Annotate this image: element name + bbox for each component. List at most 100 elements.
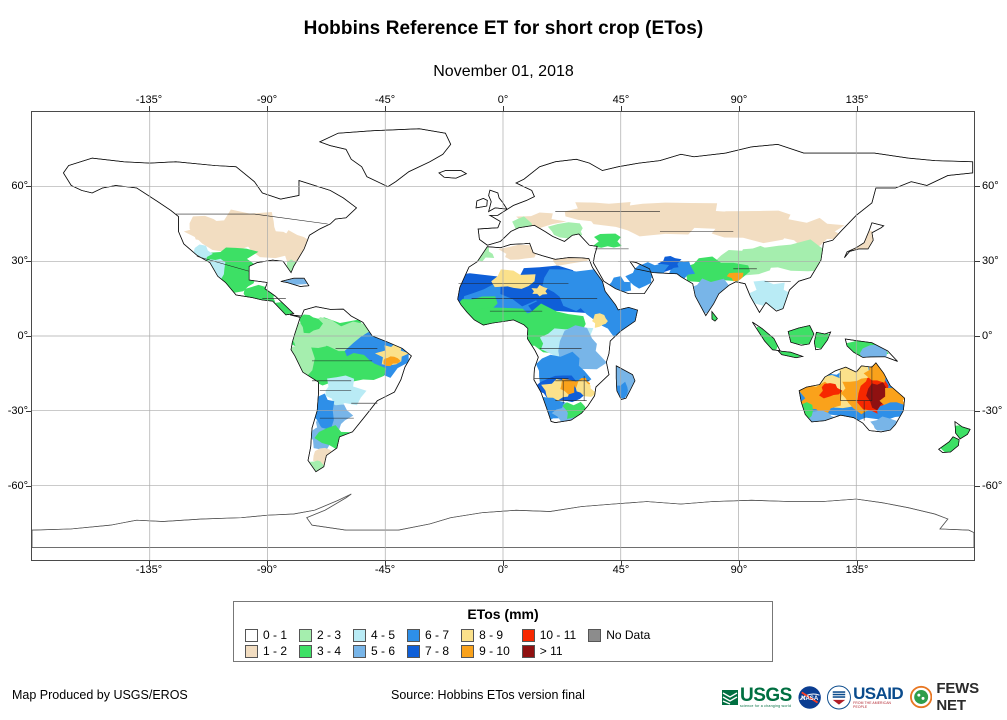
x-tick-label: -135°: [135, 94, 163, 106]
x-tick-label: 135°: [845, 564, 869, 576]
legend-swatch: [588, 628, 602, 642]
fewsnet-wordmark: FEWS NET: [936, 680, 979, 714]
usgs-tagline: science for a changing world: [740, 703, 792, 708]
x-tick-mark: [621, 561, 622, 566]
map-region-fill: [799, 362, 905, 432]
map-coastline: [254, 213, 328, 225]
x-tick-mark: [503, 106, 504, 111]
fewsnet-globe-icon: [910, 685, 933, 709]
legend-item: 7 - 8: [407, 643, 449, 659]
x-tick-label: 45°: [612, 94, 630, 106]
map-value-region: [799, 402, 814, 421]
map-value-region: [711, 210, 798, 244]
y-tick-label: -60°: [7, 480, 28, 492]
y-tick-mark: [26, 186, 31, 187]
x-tick-mark: [503, 561, 504, 566]
map-value-region: [189, 215, 236, 242]
legend-item: 10 - 11: [521, 627, 577, 643]
map-landmass: [752, 321, 781, 352]
legend-swatch: [245, 644, 258, 658]
map-value-region: [592, 313, 608, 328]
map-landmass: [318, 128, 452, 188]
map-landmass: [813, 331, 832, 351]
legend-item: 9 - 10: [461, 643, 510, 659]
x-tick-mark: [621, 106, 622, 111]
map-region-fill: [954, 425, 971, 439]
legend-label: 5 - 6: [371, 643, 396, 658]
map-value-region: [299, 314, 323, 334]
usgs-wave-icon: [722, 689, 738, 705]
legend-swatch: [521, 628, 535, 642]
map-landmass: [280, 277, 310, 287]
usgs-wordmark: USGS: [740, 684, 792, 706]
map-landmass: [798, 362, 906, 433]
x-tick-mark: [857, 561, 858, 566]
y-tick-label: -30°: [7, 405, 28, 417]
y-tick-mark: [975, 411, 980, 412]
map-landmass: [615, 365, 636, 400]
map-value-region: [325, 375, 367, 409]
map-value-region: [542, 268, 612, 312]
usaid-wordmark: USAID: [853, 683, 904, 703]
x-tick-label: 135°: [845, 94, 869, 106]
map-value-region: [607, 276, 632, 296]
legend-swatch: [353, 628, 367, 642]
legend-item: 8 - 9: [461, 627, 510, 643]
map-value-region: [592, 233, 622, 248]
map-landmass: [488, 189, 508, 213]
legend-swatch: [353, 644, 367, 658]
map-landmass: [844, 338, 898, 362]
logo-bar: USGS science for a changing world NASA U…: [722, 680, 1007, 714]
y-tick-mark: [975, 186, 980, 187]
legend-item: 6 - 7: [407, 627, 449, 643]
map-value-region: [714, 245, 790, 276]
map-value-region: [547, 222, 583, 239]
x-tick-mark: [267, 106, 268, 111]
nasa-logo: NASA: [798, 685, 821, 709]
map-value-region: [491, 269, 536, 289]
map-coastline: [196, 256, 250, 272]
map-value-region: [531, 284, 548, 297]
y-tick-label: 60°: [11, 180, 28, 192]
fewsnet-logo: FEWS NET: [910, 680, 1007, 714]
map-landmass: [787, 325, 815, 346]
map-frame[interactable]: [31, 111, 975, 561]
world-map-raster[interactable]: [32, 112, 974, 560]
footer-credit: Map Produced by USGS/EROS: [12, 688, 188, 702]
map-value-region: [575, 379, 597, 397]
x-tick-label: -90°: [256, 564, 278, 576]
y-tick-mark: [975, 261, 980, 262]
map-landmass: [711, 310, 718, 322]
y-tick-mark: [975, 486, 980, 487]
legend-swatch: [461, 644, 475, 658]
legend-label: 4 - 5: [371, 627, 396, 642]
legend-swatch: [299, 628, 313, 642]
usaid-seal-icon: [827, 685, 852, 709]
legend-item: 4 - 5: [353, 627, 395, 643]
map-value-region: [870, 416, 898, 432]
map-value-region: [673, 256, 751, 286]
map-value-region: [774, 217, 850, 248]
x-tick-mark: [385, 106, 386, 111]
map-region-fill: [752, 324, 781, 351]
x-tick-label: 0°: [497, 564, 509, 576]
y-tick-label: 60°: [982, 180, 999, 192]
legend-label: 10 - 11: [539, 627, 577, 642]
legend-label: 8 - 9: [479, 627, 504, 642]
map-landmass: [457, 242, 638, 423]
map-landmass: [844, 222, 885, 258]
map-value-region: [657, 255, 682, 273]
x-tick-label: -45°: [374, 564, 396, 576]
map-value-region: [498, 244, 537, 260]
legend-swatch: [299, 644, 313, 658]
map-landmass: [954, 420, 971, 440]
map-landmass: [290, 306, 412, 473]
y-tick-mark: [26, 486, 31, 487]
map-landmass: [777, 350, 804, 359]
x-tick-label: 90°: [730, 564, 748, 576]
y-tick-mark: [975, 336, 980, 337]
legend-label: 2 - 3: [317, 627, 342, 642]
map-value-region: [807, 410, 838, 425]
x-tick-mark: [739, 106, 740, 111]
legend-swatch: [521, 644, 535, 658]
